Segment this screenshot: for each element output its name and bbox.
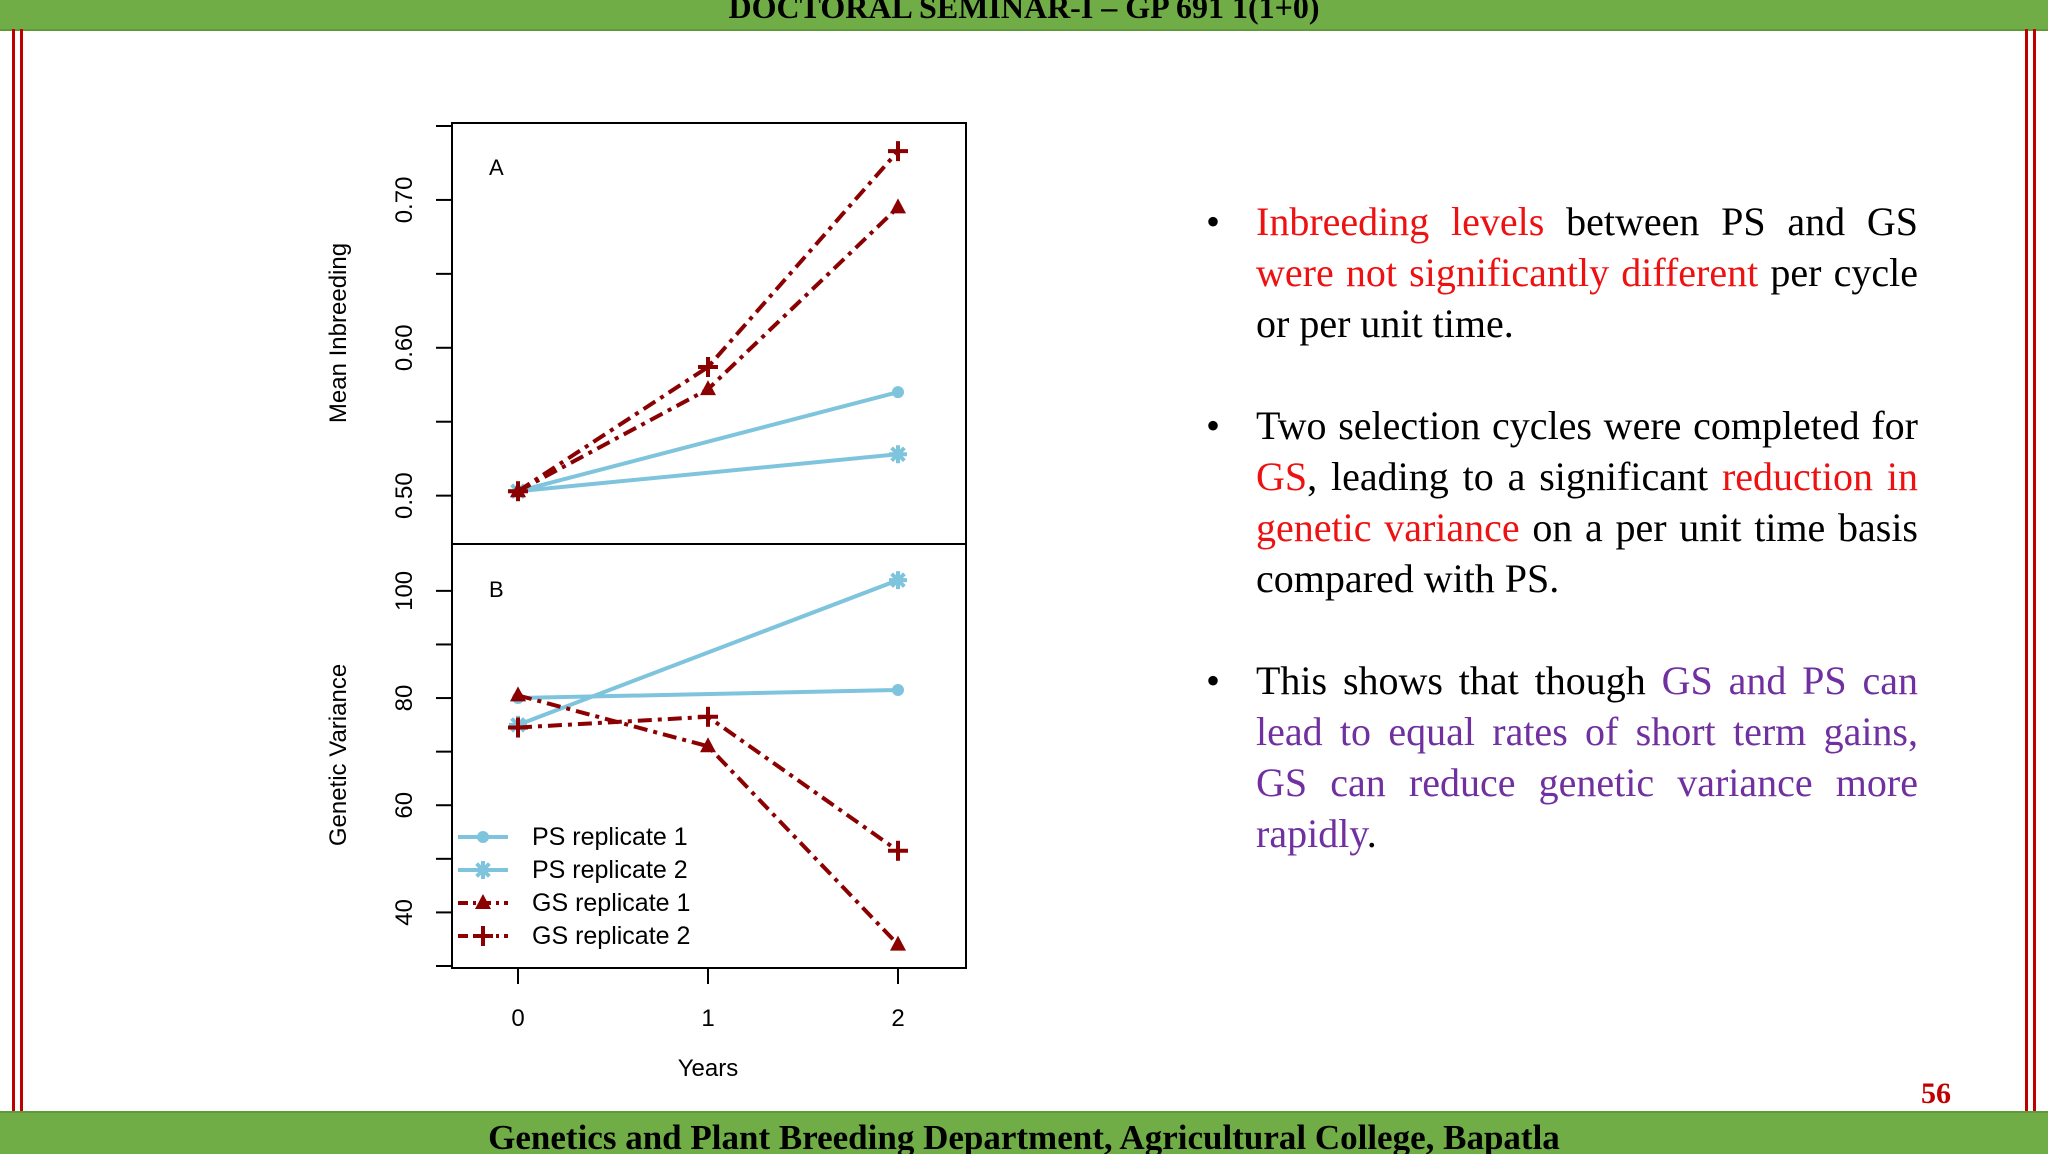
legend-marker [477, 831, 489, 843]
bullet-dot-icon: • [1206, 199, 1221, 244]
panel-a-series-1-marker [892, 386, 904, 399]
legend-marker [475, 894, 491, 909]
panel-a-series-2-marker [889, 445, 907, 464]
x-tick-label: 0 [511, 1005, 524, 1032]
legend-label: PS replicate 1 [532, 823, 688, 851]
panel-b-series-4-marker [888, 840, 908, 861]
bullet-text-segment: GS [1256, 454, 1308, 499]
footer-text: Genetics and Plant Breeding Department, … [488, 1118, 1560, 1154]
panel-b-tick-label: 100 [391, 571, 418, 611]
slide-header-title: DOCTORAL SEMINAR-I – GP 691 1(1+0) [728, 0, 1320, 25]
panel-b-line-series-1 [517, 688, 899, 701]
bullet-dot-icon: • [1206, 403, 1221, 448]
left-border-line-outer [12, 29, 15, 1111]
legend-item: GS replicate 2 [458, 922, 690, 950]
panel-a-label: A [489, 155, 504, 180]
panel-a-series [508, 141, 908, 502]
bullet-item: • Two selection cycles were completed for… [1200, 400, 1918, 604]
legend-item: GS replicate 1 [458, 889, 690, 917]
legend-label: PS replicate 2 [532, 856, 688, 884]
panel-b-tick-label: 40 [391, 899, 418, 926]
panel-a-tick-label: 0.70 [391, 177, 418, 224]
legend-item: PS replicate 2 [458, 856, 688, 884]
bullet-text-segment: . [1366, 811, 1377, 856]
panel-b-tick-label: 60 [391, 792, 418, 819]
panel-b-series-1-marker [892, 684, 904, 697]
panel-b-ticks: 40 60 80 100 [391, 571, 452, 967]
legend-label: GS replicate 1 [532, 889, 690, 917]
panel-a-series-3-marker [890, 198, 906, 214]
panel-a-ticks: 0.50 0.60 0.70 [391, 125, 452, 519]
bullet-text-segment: Two selection cycles were completed for [1256, 403, 1918, 448]
bullet-text-segment: GS and PS can lead to equal rates of sho… [1256, 658, 1918, 856]
panel-b-series-4-marker [698, 706, 718, 727]
page-number: 56 [1921, 1077, 1951, 1110]
x-tick-label: 2 [891, 1005, 904, 1032]
legend-item: PS replicate 1 [458, 823, 688, 851]
chart-legend: PS replicate 1 PS replicate 2 GS replicate… [458, 823, 690, 950]
legend-label: GS replicate 2 [532, 922, 690, 950]
panel-b-series-2-marker [889, 571, 907, 590]
panel-a-series-3-marker [700, 380, 716, 396]
panel-a-series-4-marker [698, 357, 718, 378]
panel-a-series-4-marker [508, 481, 528, 502]
panel-b-series-4-marker [508, 717, 528, 738]
left-border-line-inner [20, 29, 23, 1111]
panel-a-line-series-3 [517, 205, 900, 493]
panel-b-label: B [489, 577, 504, 602]
legend-marker [474, 861, 492, 879]
bullet-item: • Inbreeding levels between PS and GS wer… [1200, 196, 1918, 349]
inbreeding-variance-chart: 0.500.600.70 A Mean Inbreeding 406080100… [325, 122, 967, 1082]
bullet-text-segment: Inbreeding levels [1256, 199, 1545, 244]
panel-b-ylabel: Genetic Variance [325, 664, 352, 846]
panel-a-ylabel: Mean Inbreeding [325, 243, 352, 423]
panel-b-line-series-2 [517, 578, 899, 727]
bullet-text-segment: , leading to a significant [1307, 454, 1722, 499]
bullet-text-segment: were not significantly different [1256, 250, 1759, 295]
panel-b-series-3-marker [890, 935, 906, 951]
panel-a-series-4-marker [888, 141, 908, 162]
legend-marker [473, 926, 493, 946]
bullet-text-segment: This shows that though [1256, 658, 1662, 703]
panel-b-series [508, 571, 908, 951]
x-tick-label: 1 [701, 1005, 714, 1032]
panel-a-line-series-2 [517, 452, 899, 494]
panel-b-frame [451, 543, 967, 969]
panel-b-line-series-3 [517, 693, 900, 946]
bullet-list: • Inbreeding levels between PS and GS wer… [1200, 196, 1918, 910]
panel-b-series-3-marker [510, 686, 526, 702]
x-axis-ticks: 0 1 2 [511, 968, 905, 1032]
footer-band: Genetics and Plant Breeding Department, … [0, 1111, 2048, 1154]
panel-a-frame [451, 122, 967, 545]
bullet-item: • This shows that though GS and PS can le… [1200, 655, 1918, 859]
bullet-dot-icon: • [1206, 658, 1221, 703]
x-axis-label: Years [678, 1055, 739, 1082]
bullet-text-segment: per cycle or per unit time. [1256, 250, 1918, 346]
panel-a-tick-label: 0.60 [391, 324, 418, 371]
bullet-text-segment: reduction in genetic variance [1256, 454, 1918, 550]
panel-a-line-series-1 [517, 390, 899, 494]
panel-b-tick-label: 80 [391, 685, 418, 712]
right-border-line-inner [2025, 29, 2028, 1111]
panel-a-tick-label: 0.50 [391, 472, 418, 519]
right-border-line-outer [2033, 29, 2036, 1111]
panel-b-series-3-marker [700, 737, 716, 753]
header-band: DOCTORAL SEMINAR-I – GP 691 1(1+0) [0, 0, 2048, 31]
bullet-text-segment: between PS and GS [1544, 199, 1919, 244]
bullet-text-segment: on a per unit time basis compared with P… [1256, 505, 1918, 601]
